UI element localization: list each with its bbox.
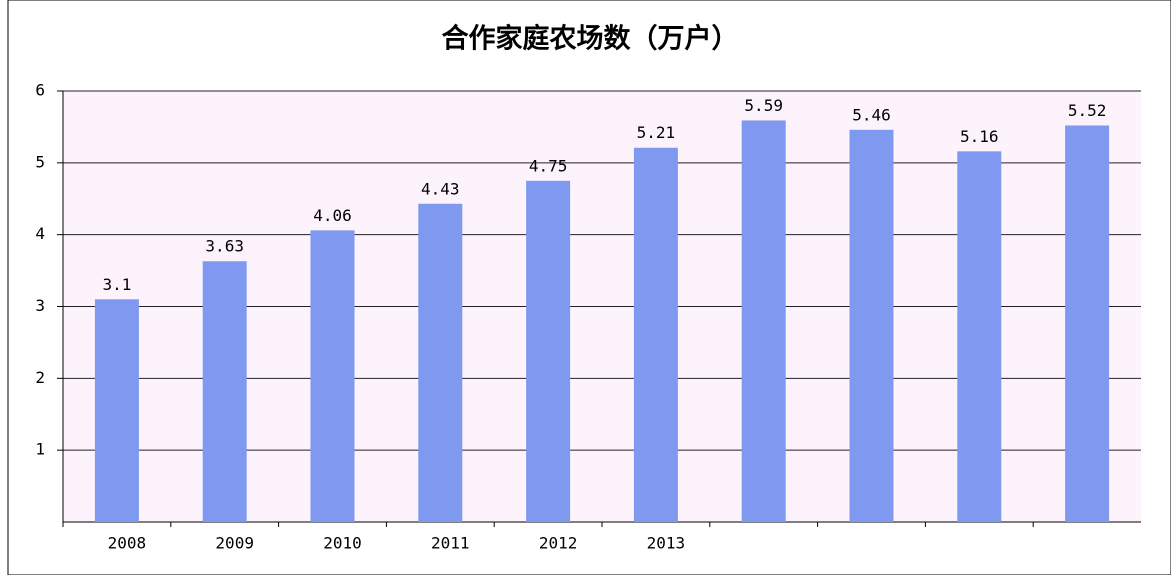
value-label: 3.63 [205, 237, 244, 256]
value-label: 5.46 [852, 105, 891, 124]
bar [741, 120, 786, 523]
chart-title: 合作家庭农场数（万户） [442, 23, 739, 55]
value-label: 3.1 [102, 275, 131, 294]
x-tick-label: 2012 [539, 534, 578, 553]
bar [202, 261, 247, 522]
x-tick-label: 2010 [323, 534, 362, 553]
x-tick-label: 2009 [215, 534, 254, 553]
bar [526, 180, 571, 522]
bar [94, 299, 139, 522]
x-tick-label: 2011 [431, 534, 470, 553]
bar [310, 230, 355, 522]
y-tick-label: 5 [35, 152, 45, 171]
value-label: 4.43 [421, 179, 460, 198]
y-tick-label: 4 [35, 224, 45, 243]
value-label: 5.59 [744, 96, 783, 115]
y-tick-label: 6 [35, 81, 45, 100]
x-tick-label: 2008 [108, 534, 147, 553]
value-label: 4.75 [529, 156, 568, 175]
bar [633, 147, 678, 522]
bar [849, 129, 894, 523]
bar [418, 203, 463, 523]
y-tick-label: 1 [35, 440, 45, 459]
y-tick-label: 2 [35, 368, 45, 387]
bar [1065, 125, 1110, 522]
bar [957, 151, 1002, 522]
x-tick-label: 2013 [647, 534, 686, 553]
y-tick-label: 3 [35, 296, 45, 315]
value-label: 5.16 [960, 127, 999, 146]
value-label: 5.52 [1068, 101, 1107, 120]
value-label: 5.21 [637, 123, 676, 142]
value-label: 4.06 [313, 206, 352, 225]
